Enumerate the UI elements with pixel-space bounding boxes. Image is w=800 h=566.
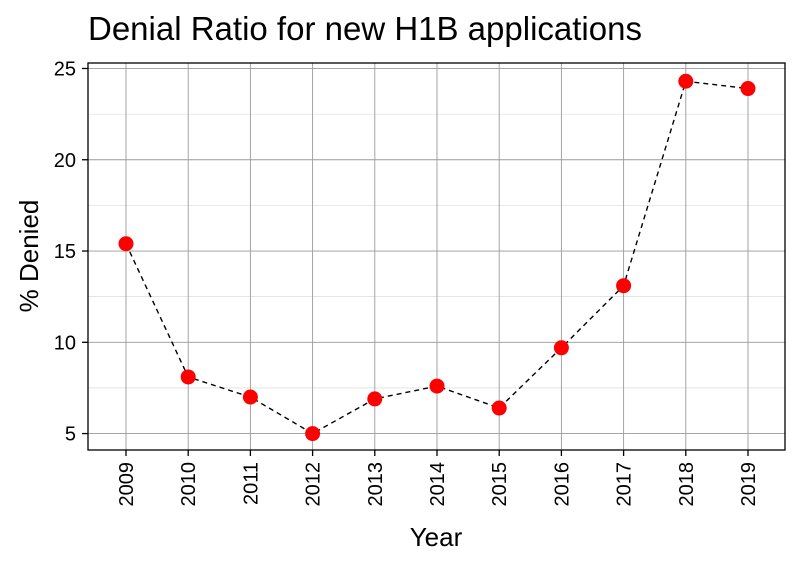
x-tick-label: 2017	[614, 462, 636, 507]
data-point	[678, 73, 694, 89]
y-axis-title: % Denied	[14, 200, 44, 313]
y-tick-label: 15	[54, 241, 76, 263]
x-axis-title: Year	[410, 522, 463, 552]
x-tick-label: 2018	[676, 462, 698, 507]
axes: 5 10 15 20 25 2009 2010 2011 2012 2013 2014 2015 201…	[54, 58, 760, 506]
x-tick-label: 2019	[738, 462, 760, 507]
data-point	[242, 389, 258, 405]
data-point	[180, 369, 196, 385]
x-tick-label: 2011	[240, 462, 262, 505]
data-point	[367, 391, 383, 407]
data-points	[118, 73, 756, 442]
y-tick-label: 20	[54, 150, 76, 172]
data-point	[491, 400, 507, 416]
y-tick-label: 10	[54, 332, 76, 354]
x-tick-label: 2015	[489, 462, 511, 507]
data-point	[740, 81, 756, 97]
data-point	[553, 340, 569, 356]
y-tick-label: 5	[65, 424, 76, 446]
chart-title: Denial Ratio for new H1B applications	[88, 10, 642, 47]
y-tick-label: 25	[54, 58, 76, 80]
x-tick-label: 2009	[116, 462, 138, 507]
data-point	[118, 236, 134, 252]
series-line	[125, 80, 749, 435]
x-tick-label: 2013	[365, 462, 387, 507]
data-point	[429, 378, 445, 394]
data-point	[616, 278, 632, 294]
x-tick-label: 2014	[427, 462, 449, 507]
line-layer	[125, 80, 749, 435]
x-tick-label: 2016	[551, 462, 573, 507]
x-tick-label: 2010	[178, 462, 200, 507]
x-tick-label: 2012	[303, 462, 325, 507]
data-point	[305, 426, 321, 442]
grid	[88, 63, 785, 450]
